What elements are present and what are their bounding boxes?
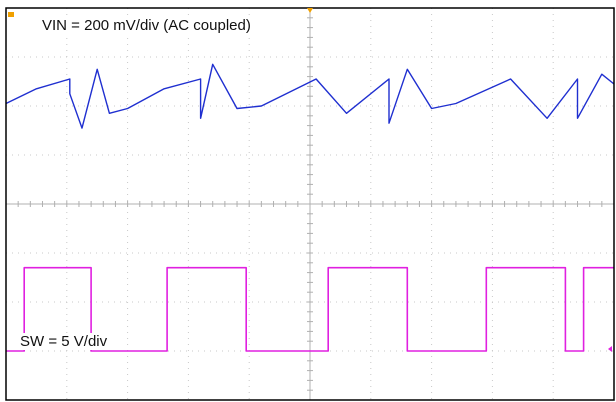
trigger-level-marker bbox=[608, 346, 612, 352]
markers bbox=[8, 8, 612, 352]
trigger-position-marker bbox=[307, 8, 313, 13]
sw-waveform bbox=[6, 266, 614, 352]
vin-waveform bbox=[5, 63, 615, 129]
channel-1-ground-marker bbox=[8, 12, 14, 17]
vin-channel-label: VIN = 200 mV/div (AC coupled) bbox=[42, 17, 251, 34]
sw-channel-label: SW = 5 V/div bbox=[20, 333, 108, 350]
graticule bbox=[5, 7, 615, 401]
traces bbox=[5, 63, 615, 352]
